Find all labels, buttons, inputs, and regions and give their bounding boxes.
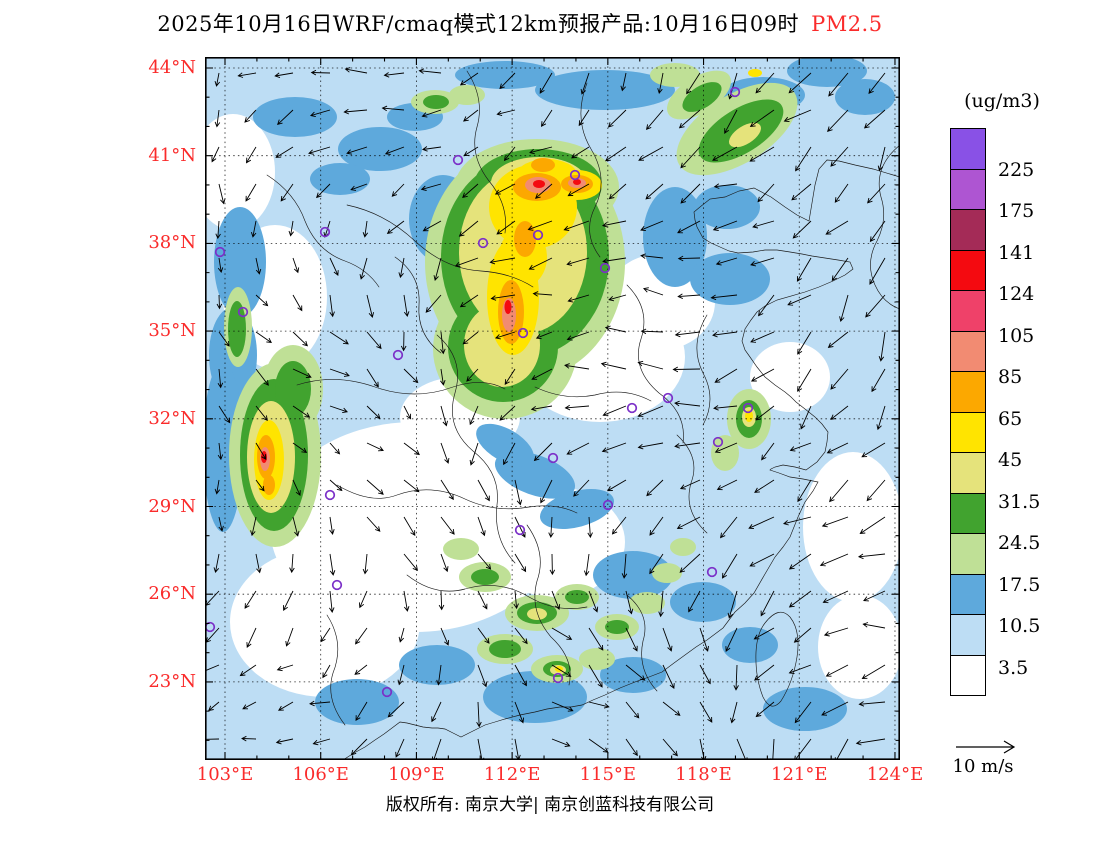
lat-tick-label: 44°N [148, 57, 196, 78]
legend-color-green [950, 492, 986, 534]
lon-tick-label: 118°E [675, 764, 732, 785]
station-marker [569, 169, 581, 181]
station-marker [599, 262, 611, 274]
station-marker [532, 229, 544, 241]
map-frame [205, 57, 900, 760]
legend-color-white [950, 654, 986, 696]
lon-tick-label: 115°E [579, 764, 637, 785]
graticule-grid [205, 57, 900, 760]
lon-tick-label: 103°E [196, 764, 254, 785]
station-marker [214, 246, 226, 258]
wind-reference-arrow [956, 740, 1016, 754]
legend-color-violet [950, 128, 986, 170]
legend-colorbar [950, 128, 986, 696]
legend-color-red [950, 249, 986, 291]
legend-value: 17.5 [998, 573, 1041, 596]
lon-tick-label: 124°E [866, 764, 924, 785]
station-marker [729, 86, 741, 98]
legend-value: 31.5 [998, 490, 1041, 513]
plot-title: 2025年10月16日WRF/cmaq模式12km预报产品:10月16日09时 P… [0, 8, 1040, 38]
station-marker [662, 392, 674, 404]
map-canvas [205, 57, 900, 760]
lat-tick-label: 23°N [148, 670, 196, 692]
legend-value: 105 [998, 324, 1035, 347]
legend-value: 3.5 [998, 656, 1029, 679]
legend-value: 65 [998, 407, 1023, 430]
station-marker [514, 524, 526, 536]
station-marker [547, 452, 559, 464]
legend-color-orange [950, 371, 986, 413]
copyright-footer: 版权所有: 南京大学| 南京创蓝科技有限公司 [385, 795, 715, 815]
lon-tick-label: 121°E [771, 764, 828, 785]
legend-color-blue-mid [950, 573, 986, 615]
lat-tick-label: 38°N [148, 232, 196, 254]
pm25-band-red [261, 179, 581, 463]
legend-value: 85 [998, 366, 1023, 388]
lat-tick-label: 35°N [148, 320, 196, 342]
legend-value: 24.5 [998, 532, 1041, 554]
lat-tick-label: 26°N [148, 583, 196, 605]
legend-color-purple [950, 168, 986, 210]
station-marker [205, 621, 216, 633]
pm25-forecast-map [205, 57, 900, 760]
legend-value: 45 [998, 449, 1023, 471]
city-markers [205, 86, 754, 698]
legend-value: 225 [998, 158, 1035, 181]
legend-color-maroon [950, 209, 986, 251]
lat-tick-label: 32°N [148, 407, 196, 429]
legend-value: 175 [998, 200, 1035, 222]
species-label: PM2.5 [811, 12, 883, 36]
station-marker [237, 306, 249, 318]
legend-value: 10.5 [998, 615, 1041, 637]
legend-color-salmon [950, 330, 986, 372]
station-marker [712, 436, 724, 448]
legend-color-blue-light [950, 614, 986, 656]
legend-color-yellow [950, 411, 986, 453]
station-marker [381, 686, 393, 698]
plot-title-main: 2025年10月16日WRF/cmaq模式12km预报产品:10月16日09时 [157, 12, 800, 36]
legend-value: 141 [998, 241, 1035, 264]
legend-color-green-pale [950, 533, 986, 575]
lon-tick-label: 109°E [388, 764, 445, 785]
axis-ticks [205, 57, 900, 760]
station-marker [742, 402, 754, 414]
station-marker [324, 489, 336, 501]
legend-color-crimson [950, 290, 986, 332]
lat-tick-label: 29°N [148, 495, 196, 517]
wind-vector-field [205, 67, 886, 760]
lon-tick-label: 112°E [483, 764, 541, 785]
legend-value: 124 [998, 283, 1035, 305]
station-marker [626, 402, 638, 414]
legend-units-label: (ug/m3) [964, 90, 1040, 112]
station-marker [602, 499, 614, 511]
station-marker [392, 349, 404, 361]
station-marker [319, 226, 331, 238]
station-marker [552, 672, 564, 684]
station-marker [477, 237, 489, 249]
station-marker [331, 579, 343, 591]
legend-color-khaki [950, 452, 986, 494]
lon-tick-label: 106°E [292, 764, 349, 785]
station-marker [706, 566, 718, 578]
lat-tick-label: 41°N [148, 144, 196, 166]
province-boundaries [266, 70, 900, 760]
wind-reference-label: 10 m/s [952, 756, 1014, 777]
station-marker [517, 327, 529, 339]
station-marker [452, 154, 464, 166]
